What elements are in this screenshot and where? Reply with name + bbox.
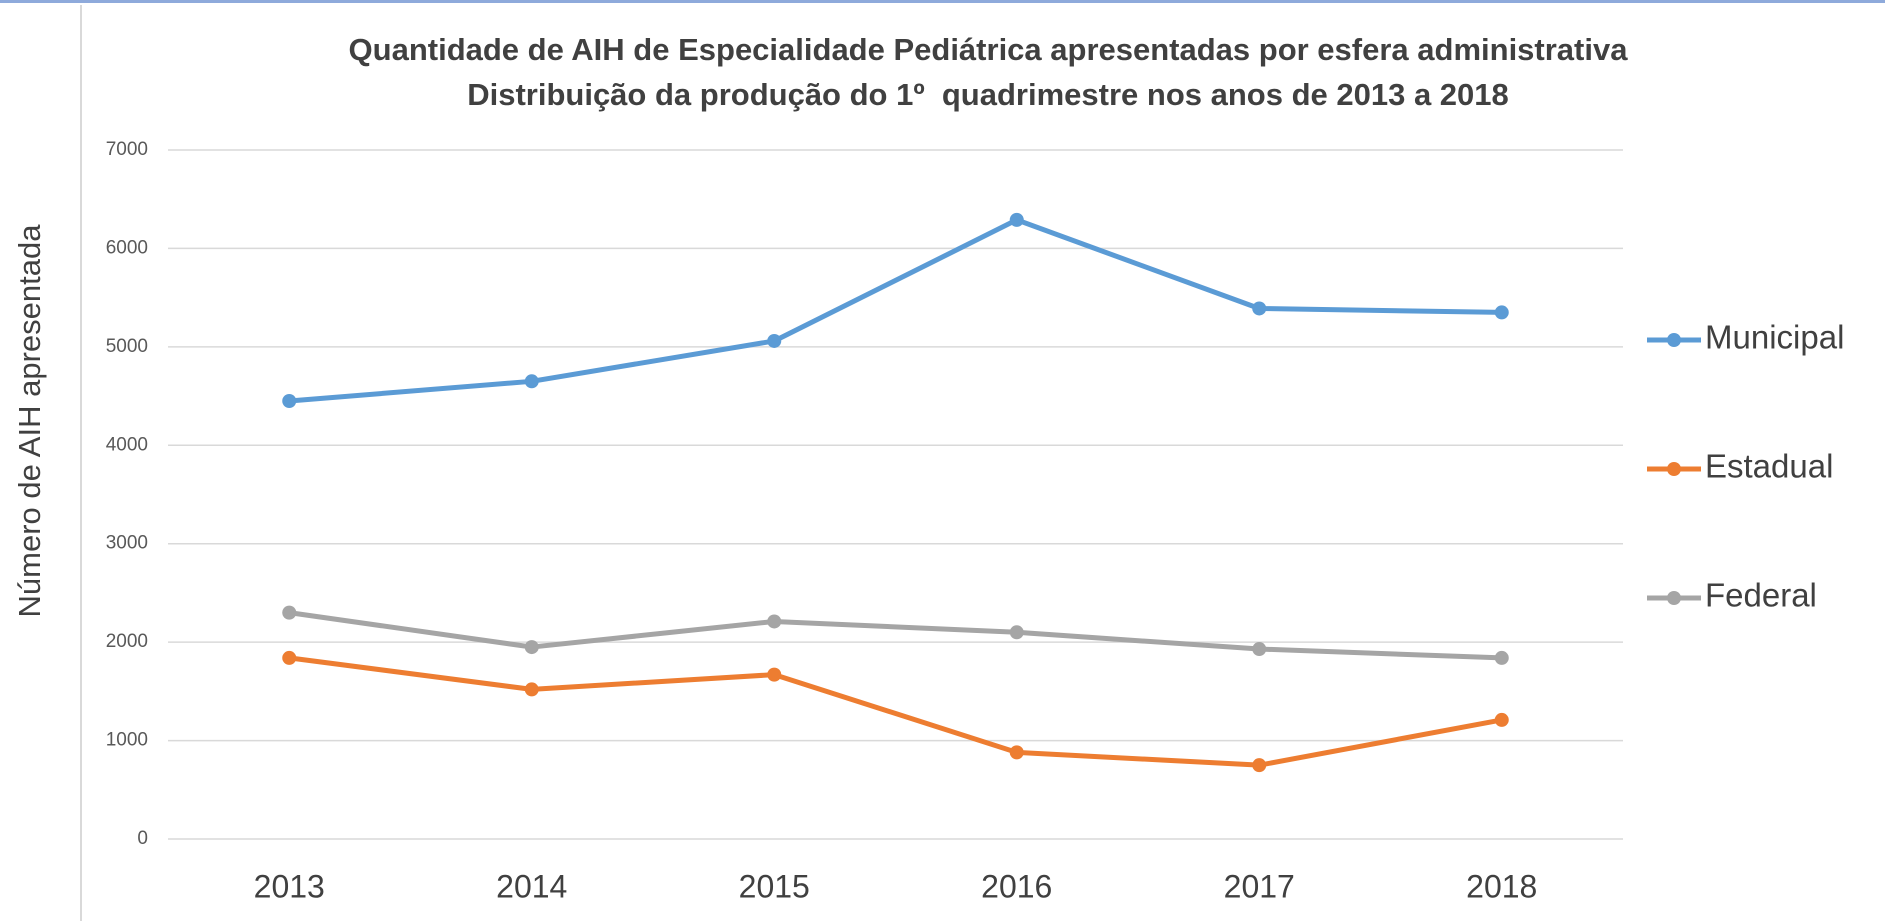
data-point [1009, 625, 1024, 640]
legend-label: Federal [1705, 577, 1817, 614]
data-point [1252, 758, 1267, 773]
x-tick-label: 2014 [496, 868, 567, 904]
legend-marker [1667, 591, 1681, 605]
y-tick-label: 4000 [106, 434, 148, 455]
x-tick-label: 2016 [981, 868, 1052, 904]
series-line [289, 217, 1502, 404]
y-tick-label: 1000 [106, 730, 148, 751]
legend-marker [1667, 333, 1681, 347]
y-tick-label: 3000 [106, 533, 148, 554]
data-point [1252, 301, 1267, 316]
top-border [0, 0, 1885, 3]
y-tick-label: 7000 [106, 139, 148, 160]
data-point [1252, 642, 1267, 657]
x-tick-label: 2013 [254, 868, 325, 904]
y-tick-label: 2000 [106, 631, 148, 652]
x-tick-label: 2017 [1224, 868, 1295, 904]
legend-label: Estadual [1705, 448, 1833, 485]
data-point [282, 393, 297, 408]
data-point [767, 333, 782, 348]
data-point [1494, 305, 1509, 320]
y-tick-label: 5000 [106, 336, 148, 357]
x-tick-label: 2018 [1466, 868, 1537, 904]
data-point [524, 640, 539, 655]
y-tick-label: 6000 [106, 237, 148, 258]
x-tick-label: 2015 [739, 868, 810, 904]
data-point [524, 374, 539, 389]
data-point [524, 682, 539, 697]
data-point [282, 650, 297, 665]
data-point [1494, 650, 1509, 665]
legend-marker [1667, 462, 1681, 476]
data-point [1494, 712, 1509, 727]
data-point [1009, 212, 1024, 227]
legend-label: Municipal [1705, 319, 1844, 356]
chart-subtitle: Distribuição da produção do 1º quadrimes… [467, 77, 1509, 112]
data-point [1009, 745, 1024, 760]
chart-title: Quantidade de AIH de Especialidade Pediá… [349, 32, 1629, 67]
series-line [288, 655, 1503, 768]
y-tick-label: 0 [137, 828, 148, 849]
data-point [767, 667, 782, 682]
series-line [288, 610, 1502, 661]
data-point [282, 605, 297, 620]
y-axis-label: Número de AIH apresentada [12, 224, 47, 618]
data-point [767, 614, 782, 629]
